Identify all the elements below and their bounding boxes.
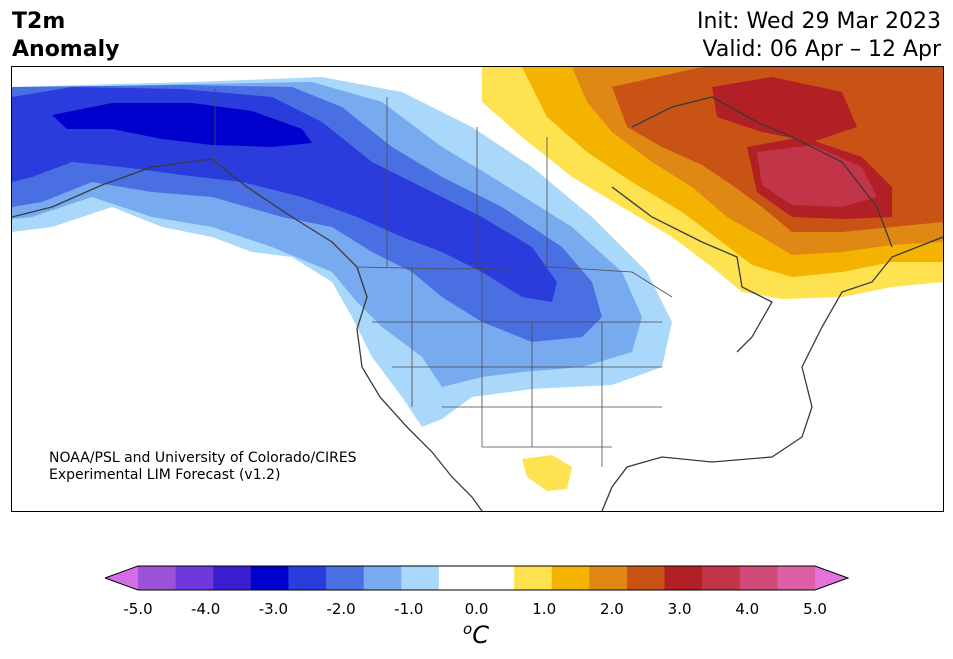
- colorbar-cell: [777, 566, 816, 590]
- colorbar-cell: [288, 566, 327, 590]
- anomaly-region-deep-blue: [52, 103, 312, 147]
- colorbar-cell: [551, 566, 590, 590]
- colorbar-tick-label: 3.0: [667, 600, 692, 618]
- coastlines: [12, 96, 943, 511]
- anomaly-region-blue: [12, 87, 557, 302]
- colorbar-cell: [401, 566, 440, 590]
- colorbar-tick-label: -5.0: [123, 600, 153, 618]
- colorbar-tick-label: 0.0: [464, 600, 489, 618]
- colorbar-cell: [739, 566, 778, 590]
- anomaly-region-yellow-mexico: [522, 455, 572, 491]
- anomaly-map: [11, 66, 944, 512]
- colorbar-tick-label: -4.0: [191, 600, 221, 618]
- colorbar-extend-low: [105, 566, 138, 590]
- colorbar-cell: [702, 566, 741, 590]
- colorbar-cell: [626, 566, 666, 590]
- colorbar-cell: [326, 566, 365, 590]
- title-line-1: T2m: [12, 9, 66, 34]
- init-date: Init: Wed 29 Mar 2023: [696, 9, 941, 34]
- credit-text: NOAA/PSL and University of Colorado/CIRE…: [49, 450, 357, 484]
- map-title: T2m Anomaly: [12, 8, 119, 64]
- anomaly-region-rose: [757, 145, 877, 207]
- colorbar-cells: [138, 566, 816, 590]
- forecast-dates: Init: Wed 29 Mar 2023 Valid: 06 Apr – 12…: [697, 8, 941, 64]
- unit-superscript: o: [463, 620, 473, 638]
- colorbar-cell: [363, 566, 402, 590]
- colorbar-tick-label: 2.0: [599, 600, 624, 618]
- colorbar-cell: [438, 566, 477, 590]
- colorbar-extend-high: [815, 566, 848, 590]
- colorbar-cell: [175, 566, 214, 590]
- colorbar-tick-label: 5.0: [803, 600, 827, 618]
- credit-line-1: NOAA/PSL and University of Colorado/CIRE…: [49, 450, 357, 466]
- valid-range: Valid: 06 Apr – 12 Apr: [702, 37, 942, 62]
- political-borders: [214, 89, 673, 467]
- colorbar-tick-label: -3.0: [258, 600, 289, 618]
- colorbar-svg: [104, 565, 850, 591]
- colorbar-cell: [476, 566, 515, 590]
- colorbar: -5.0 -4.0 -3.0 -2.0 -1.0 0.0 1.0 2.0 3.0 4.0 5.0 o…: [0, 560, 953, 659]
- colorbar-cell: [514, 566, 553, 590]
- title-line-2: Anomaly: [12, 37, 120, 62]
- colorbar-cell: [589, 566, 628, 590]
- colorbar-unit: oC: [463, 620, 489, 649]
- colorbar-cell: [664, 566, 703, 590]
- colorbar-cell: [213, 566, 252, 590]
- colorbar-tick-label: 4.0: [735, 600, 760, 618]
- unit-main: C: [472, 621, 489, 649]
- colorbar-tick-label: -2.0: [326, 600, 356, 618]
- colorbar-tick-label: 1.0: [532, 600, 557, 618]
- credit-line-2: Experimental LIM Forecast (v1.2): [49, 467, 281, 483]
- colorbar-cell: [138, 566, 177, 590]
- colorbar-tick-label: -1.0: [394, 600, 424, 618]
- colorbar-outline: [104, 565, 850, 591]
- map-svg: [12, 67, 943, 511]
- colorbar-cell: [250, 566, 289, 590]
